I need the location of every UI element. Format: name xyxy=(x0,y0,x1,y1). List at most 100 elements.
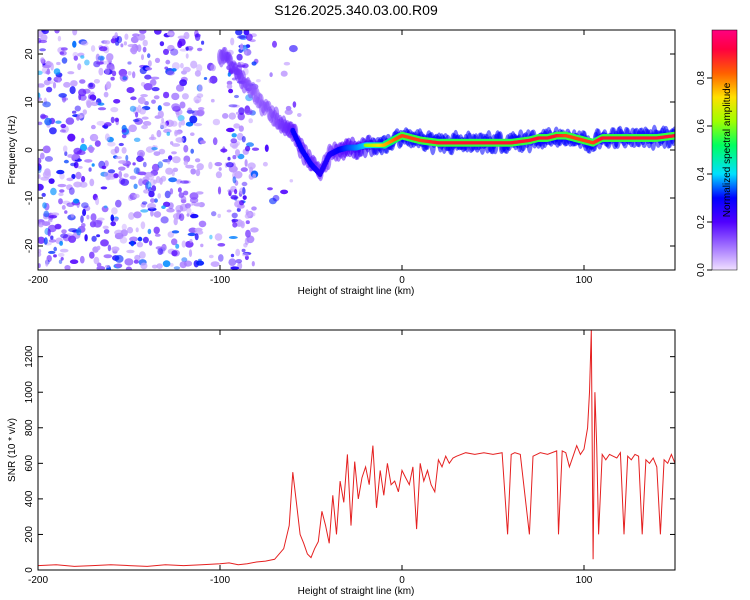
spectrogram-noise-cell xyxy=(110,66,115,71)
spectrogram-noise-cell xyxy=(179,261,187,269)
spectrogram-noise-cell xyxy=(72,110,77,114)
spectrogram-noise-cell xyxy=(38,165,42,174)
spectrogram-noise-cell xyxy=(97,107,107,111)
colorbar-ticks: 0.0 0.2 0.4 0.6 0.8 xyxy=(696,71,712,277)
spectrogram-noise-cell xyxy=(137,171,147,176)
spectrogram-noise-cell xyxy=(130,240,135,247)
spectrogram-noise-cell xyxy=(63,159,69,164)
spectrogram-noise-cell xyxy=(136,241,144,248)
spectrogram-noise-cell xyxy=(234,94,239,99)
spectrogram-noise-cell xyxy=(113,99,121,104)
spectrogram-noise-cell xyxy=(145,181,152,190)
spectrogram-noise-cell xyxy=(82,208,87,217)
spectrogram-noise-cell xyxy=(158,148,166,155)
spectrogram-noise-cell xyxy=(118,170,123,179)
spectrogram-noise-cell xyxy=(193,123,203,127)
spectrogram-noise-cell xyxy=(42,145,51,154)
spectrogram-noise-cell xyxy=(162,260,171,268)
spectrogram-noise-cell xyxy=(215,171,222,179)
spectrogram-noise-cell xyxy=(238,125,244,132)
figure-title: S126.2025.340.03.00.R09 xyxy=(274,2,438,18)
spectrogram-noise-cell xyxy=(50,187,57,196)
spectrogram-noise-cell xyxy=(130,36,139,44)
spectrogram-noise-cell xyxy=(252,173,257,179)
spectrogram-noise-cell xyxy=(153,211,162,218)
spectrogram-noise-cell xyxy=(196,110,204,117)
spectrogram-noise-cell xyxy=(150,79,157,86)
spectrogram-noise-cell xyxy=(93,134,98,141)
spectrogram-noise-cell xyxy=(52,82,57,89)
spectrogram-noise-cell xyxy=(171,62,180,71)
spectrogram-noise-cell xyxy=(41,30,49,35)
spectrogram-noise-cell xyxy=(106,54,113,63)
spectrogram-noise-cell xyxy=(123,173,129,178)
spectrogram-noise-cell xyxy=(104,122,112,127)
spectrogram-noise-cell xyxy=(46,68,50,75)
spectrogram-noise-cell xyxy=(196,93,204,98)
spectrogram-noise-cell xyxy=(53,246,57,252)
spectrogram-noise-cell xyxy=(231,212,238,219)
spectrogram-noise-cell xyxy=(190,148,194,154)
spectrogram-noise-cell xyxy=(69,86,76,95)
spectrogram-noise-cell xyxy=(210,261,220,267)
spectrogram-noise-cell xyxy=(48,239,57,243)
spectrogram-noise-cell xyxy=(145,182,149,190)
spectrogram-noise-cell xyxy=(88,146,94,154)
spectrogram-noise-cell xyxy=(133,183,138,189)
spectrogram-noise-cell xyxy=(48,250,56,254)
spectrogram-noise-cell xyxy=(264,144,269,152)
spectrogram-noise-cell xyxy=(114,117,120,123)
spectrogram-noise-cell xyxy=(68,228,78,233)
spectrogram-noise-cell xyxy=(129,105,137,112)
spectrogram-noise-cell xyxy=(182,66,191,73)
spectrogram-noise-cell xyxy=(102,225,109,230)
spectrogram-noise-cell xyxy=(226,127,235,133)
spectrogram-noise-cell xyxy=(118,166,126,171)
spectrogram-noise-cell xyxy=(141,116,149,120)
spectrogram-noise-cell xyxy=(289,45,298,53)
spectrogram-noise-cell xyxy=(60,257,64,261)
spectrogram-noise-cell xyxy=(236,207,241,212)
spectrogram-noise-cell xyxy=(283,61,291,66)
spectrogram-noise-cell xyxy=(132,162,136,166)
spectrogram-noise-cell xyxy=(43,210,50,218)
spectrogram-noise-cell xyxy=(175,205,184,213)
spectrogram-noise-cell xyxy=(40,114,49,119)
spectrogram-noise-cell xyxy=(186,207,192,214)
spectrogram-noise-cell xyxy=(96,245,101,251)
spectrogram-noise-cell xyxy=(218,167,222,171)
spectrogram-noise-cell xyxy=(79,143,88,152)
spectrogram-noise-cell xyxy=(184,203,191,209)
colorbar-tick-label: 0.8 xyxy=(696,71,707,85)
spectrogram-noise-cell xyxy=(58,259,63,264)
spectrogram-noise-cell xyxy=(53,254,57,258)
spectrogram-noise-cell xyxy=(251,147,260,151)
spectrogram-noise-cell xyxy=(181,93,189,100)
spectrogram-noise-cell xyxy=(103,229,110,234)
spectrogram-noise-cell xyxy=(80,55,85,59)
spectrogram-noise-cell xyxy=(250,227,259,233)
spectrogram-noise-cell xyxy=(118,142,124,147)
spectrogram-noise-cell xyxy=(46,86,53,93)
spectrogram-noise-cell xyxy=(38,30,44,38)
spectrogram-noise-cell xyxy=(100,186,108,190)
spectrogram-noise-cell xyxy=(61,57,68,64)
spectrogram-noise-cell xyxy=(230,266,240,270)
spectrogram-noise-cell xyxy=(132,119,140,122)
spectrogram-noise-cell xyxy=(59,189,65,193)
spectrogram-noise-cell xyxy=(139,108,147,115)
spectrogram-noise-cell xyxy=(58,192,64,197)
spectrogram-noise-cell xyxy=(136,156,145,162)
spectrogram-noise-cell xyxy=(208,254,214,259)
spectrogram-noise-cell xyxy=(124,258,134,266)
spectrogram-noise-cell xyxy=(60,123,67,129)
spectrogram-noise-cell xyxy=(217,243,226,247)
spectrogram-noise-cell xyxy=(70,80,78,87)
spectrogram-noise-cell xyxy=(232,155,237,160)
spectrogram-noise-cell xyxy=(227,156,231,161)
spectrogram-noise-cell xyxy=(139,251,146,259)
spectrogram-noise-cell xyxy=(91,235,97,242)
spectrogram-noise-cell xyxy=(111,246,120,252)
spectrogram-noise-cell xyxy=(61,205,66,210)
spectrogram-noise-cell xyxy=(127,71,132,76)
